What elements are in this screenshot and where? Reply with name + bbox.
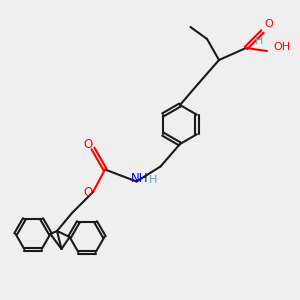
Text: O: O [83,138,92,152]
Text: OH: OH [274,42,291,52]
Text: H: H [149,175,157,185]
Text: NH: NH [131,172,149,185]
Text: H: H [255,35,263,46]
Text: O: O [83,185,92,199]
Text: O: O [264,19,273,29]
